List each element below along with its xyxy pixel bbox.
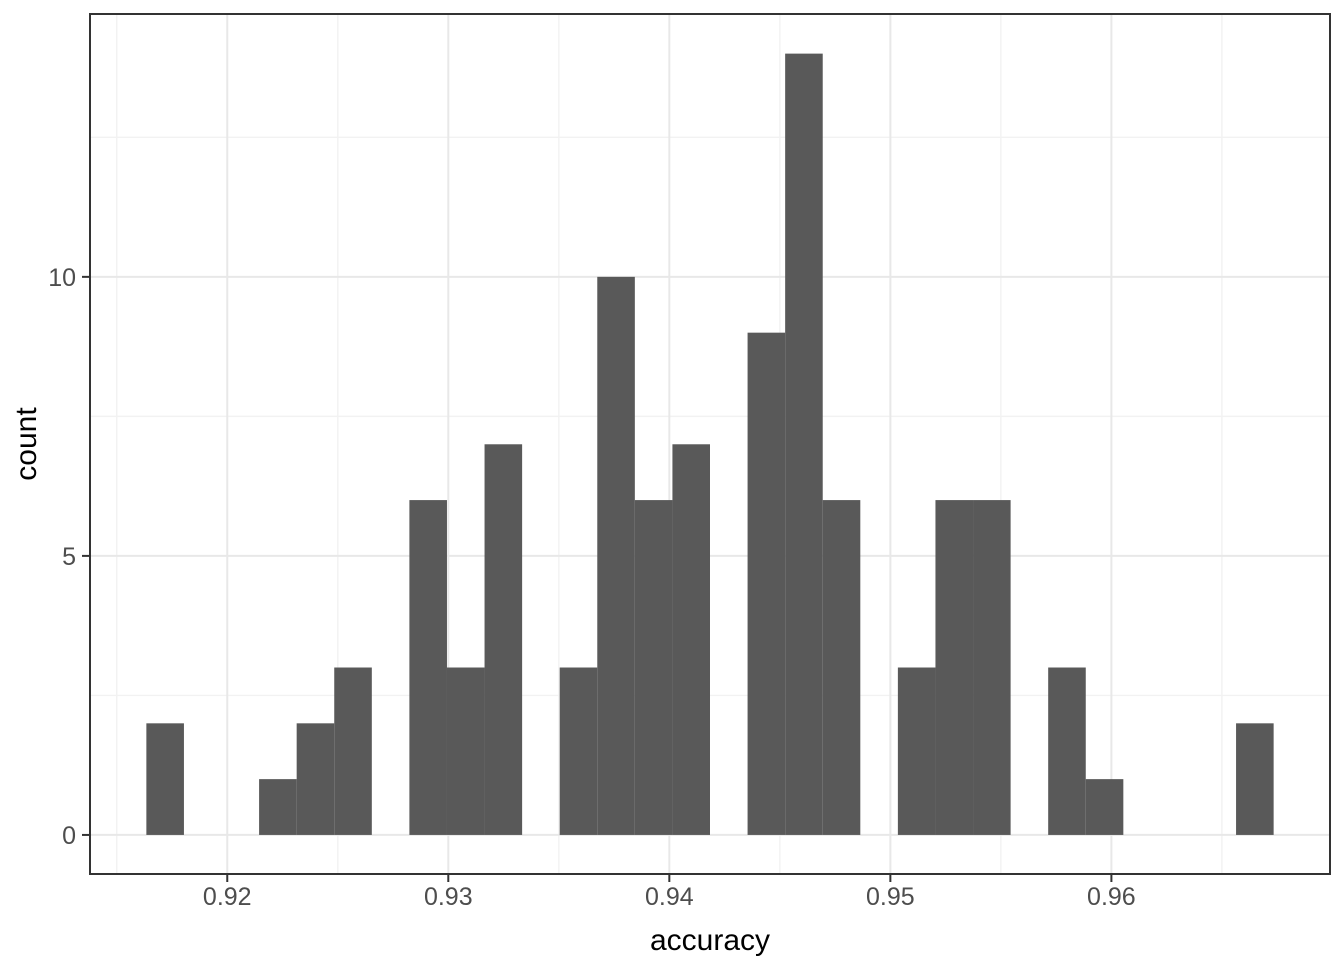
y-tick-label: 0 (62, 822, 76, 850)
y-tick-label: 5 (62, 543, 76, 571)
x-tick-label: 0.94 (645, 883, 694, 911)
histogram-bar (822, 500, 861, 835)
histogram-bar (296, 723, 335, 835)
x-tick-label: 0.95 (866, 883, 915, 911)
histogram-bar (672, 444, 710, 835)
histogram-bar (259, 779, 297, 835)
x-axis-title: accuracy (649, 924, 771, 957)
x-tick-label: 0.92 (203, 883, 252, 911)
histogram-bar (935, 500, 974, 835)
histogram-bar (973, 500, 1011, 835)
histogram-bar (1048, 667, 1086, 835)
y-axis-title: count (10, 407, 43, 481)
histogram-bar (559, 667, 598, 835)
histogram-bar (446, 667, 485, 835)
histogram-bar (1085, 779, 1124, 835)
histogram-bar (634, 500, 673, 835)
histogram-bar (484, 444, 523, 835)
x-tick-label: 0.96 (1087, 883, 1136, 911)
x-tick-label: 0.93 (424, 883, 473, 911)
y-tick-label: 10 (48, 264, 76, 292)
histogram-bar (409, 500, 447, 835)
panel-border (89, 13, 1331, 875)
histogram-bar (785, 53, 823, 835)
histogram-bar (747, 332, 786, 835)
histogram-bar (1236, 723, 1274, 835)
histogram-bar (597, 276, 635, 835)
histogram-bar (334, 667, 372, 835)
histogram-bar (146, 723, 184, 835)
histogram-bar (897, 667, 936, 835)
